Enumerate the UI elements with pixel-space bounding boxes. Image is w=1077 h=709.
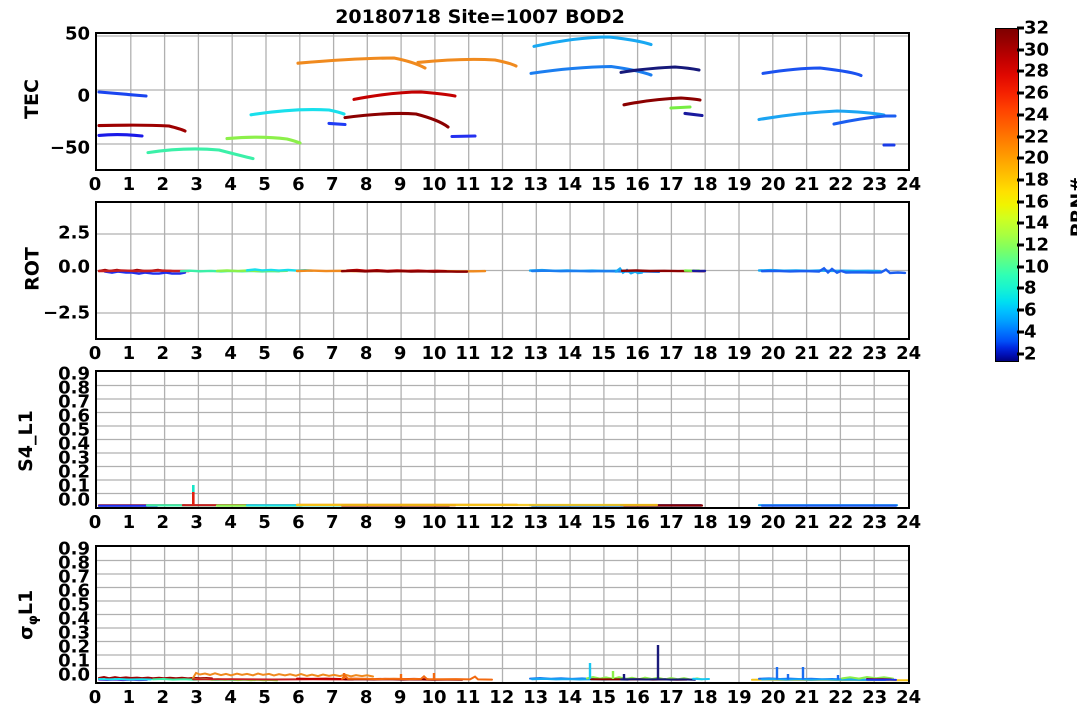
axis-label-sigma-phi-l1: σφL1 (15, 565, 41, 665)
colorbar-tick-label: 6 (1024, 299, 1037, 321)
panel-s4l1 (95, 370, 910, 509)
colorbar-tick-label: 2 (1024, 343, 1037, 364)
sigma-phi-l1-plot (97, 547, 908, 682)
colorbar-tick-mark (1017, 221, 1024, 225)
colorbar-tick-label: 28 (1024, 60, 1050, 82)
y-tick: 50 (64, 23, 90, 45)
y-tick: 0.9 (58, 538, 90, 560)
y-tick: 0.2 (58, 461, 90, 483)
colorbar-axis-label: PRN# (1067, 176, 1077, 238)
y-tick: 0.3 (58, 622, 90, 644)
y-tick: 0.3 (58, 447, 90, 469)
colorbar-tick-label: 14 (1024, 212, 1050, 234)
y-tick: −50 (49, 137, 90, 159)
y-tick: 0.8 (58, 377, 90, 399)
colorbar-tick-label: 30 (1024, 39, 1050, 61)
y-tick: 0.1 (58, 475, 90, 497)
rot-plot (97, 203, 908, 338)
y-tick: 2.5 (58, 222, 90, 244)
colorbar-tick-mark (1017, 91, 1024, 95)
colorbar-tick-mark (1017, 48, 1024, 52)
colorbar-tick-mark (1017, 330, 1024, 334)
colorbar-tick-mark (1017, 69, 1024, 73)
colorbar-tick-label: 10 (1024, 256, 1050, 278)
y-tick: 0 (77, 85, 90, 107)
colorbar-tick-mark (1017, 200, 1024, 204)
y-tick: 0.7 (58, 391, 90, 413)
l1-text: L1 (15, 589, 38, 616)
colorbar-tick-mark (1017, 308, 1024, 312)
y-tick: 0.5 (58, 419, 90, 441)
tec-plot (97, 34, 908, 169)
colorbar-tick-label: 8 (1024, 277, 1037, 299)
colorbar-tick-label: 32 (1024, 17, 1050, 39)
colorbar-tick-mark (1017, 265, 1024, 269)
y-tick: 0.0 (58, 664, 90, 686)
colorbar-tick-mark (1017, 113, 1024, 117)
colorbar-tick-label: 12 (1024, 234, 1050, 256)
y-tick: 0.6 (58, 405, 90, 427)
colorbar-prn[interactable] (995, 28, 1019, 362)
colorbar-tick-mark (1017, 352, 1024, 355)
y-tick: 0.8 (58, 552, 90, 574)
colorbar-tick-mark (1017, 286, 1024, 290)
y-tick: 0.7 (58, 566, 90, 588)
phi-subscript-glyph: φ (25, 615, 41, 626)
colorbar-tick-mark (1017, 26, 1024, 30)
colorbar-tick-label: 22 (1024, 126, 1050, 147)
panel-rot (95, 201, 910, 340)
y-tick: 0.1 (58, 650, 90, 672)
colorbar-tick-mark (1017, 178, 1024, 182)
colorbar-tick-label: 20 (1024, 147, 1050, 169)
panel-sigma-phi-l1 (95, 545, 910, 684)
y-tick: 0.0 (58, 489, 90, 511)
y-tick: −2.5 (43, 302, 90, 324)
panel-tec (95, 32, 910, 171)
colorbar-tick-mark (1017, 243, 1024, 247)
colorbar-tick-label: 24 (1024, 104, 1050, 126)
y-tick: 0.9 (58, 363, 90, 385)
y-tick: 0.5 (58, 594, 90, 616)
y-tick: 0.6 (58, 580, 90, 602)
axis-label-rot: ROT (21, 247, 44, 291)
y-tick: 0.4 (58, 433, 90, 455)
colorbar-tick-mark (1017, 135, 1024, 138)
colorbar-tick-label: 18 (1024, 169, 1050, 191)
figure-title: 20180718 Site=1007 BOD2 (335, 6, 625, 28)
colorbar-tick-label: 16 (1024, 191, 1050, 213)
sigma-glyph: σ (15, 625, 38, 641)
axis-label-s4l1: S4_L1 (15, 410, 37, 472)
colorbar-tick-mark (1017, 156, 1024, 160)
colorbar-tick-label: 26 (1024, 82, 1050, 104)
y-tick: 0.0 (58, 256, 90, 278)
y-tick: 0.2 (58, 636, 90, 658)
s4l1-plot (97, 372, 908, 507)
y-tick: 0.4 (58, 608, 90, 630)
sigma-phi-spike-group (342, 645, 840, 680)
colorbar-tick-label: 4 (1024, 321, 1037, 343)
axis-label-tec: TEC (21, 79, 43, 119)
